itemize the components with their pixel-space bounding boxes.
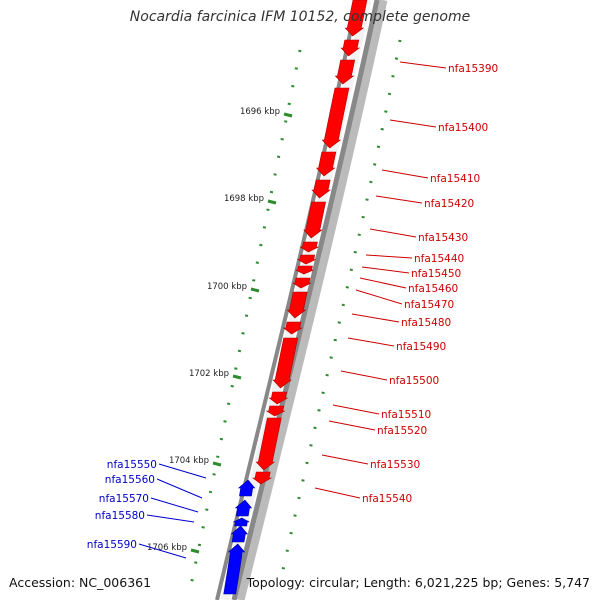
accession-label: Accession: NC_006361 [9, 575, 152, 590]
forward-gene-leader [389, 119, 437, 128]
forward-gene-label[interactable]: nfa15540 [362, 493, 412, 505]
kbp-tick-label: 1706 kbp [147, 543, 187, 553]
forward-gene-arrow[interactable] [255, 417, 282, 471]
forward-gene-leader [328, 420, 376, 431]
kbp-tick-mark [232, 374, 242, 380]
forward-gene-label[interactable]: nfa15460 [408, 283, 458, 295]
forward-gene-label[interactable]: nfa15480 [401, 317, 451, 329]
kbp-tick-label: 1696 kbp [240, 107, 280, 117]
forward-gene-arrow[interactable] [303, 201, 326, 239]
reverse-gene-leader [138, 543, 187, 559]
kbp-tick-label: 1704 kbp [169, 456, 209, 466]
forward-gene-label[interactable]: nfa15520 [377, 425, 427, 437]
reverse-gene-arrow[interactable] [223, 543, 246, 595]
genome-title: Nocardia farcinica IFM 10152, complete g… [129, 9, 471, 25]
forward-gene-label[interactable]: nfa15420 [424, 198, 474, 210]
forward-gene-arrow[interactable] [321, 87, 350, 149]
forward-gene-label[interactable]: nfa15450 [411, 268, 461, 280]
forward-gene-label[interactable]: nfa15530 [370, 459, 420, 471]
forward-gene-label[interactable]: nfa15400 [438, 122, 488, 134]
forward-gene-label[interactable]: nfa15410 [430, 173, 480, 185]
reverse-gene-leader [146, 514, 195, 523]
forward-gene-arrow[interactable] [315, 151, 337, 177]
left-tick-track [188, 49, 302, 591]
forward-gene-arrow[interactable] [282, 321, 303, 335]
forward-gene-track [252, 0, 368, 485]
reverse-gene-label[interactable]: nfa15550 [107, 459, 157, 471]
forward-gene-arrow[interactable] [268, 391, 289, 405]
forward-gene-arrow[interactable] [295, 265, 314, 275]
backbone-shadow [235, 0, 388, 600]
reverse-gene-label[interactable]: nfa15580 [95, 510, 145, 522]
forward-gene-arrow[interactable] [265, 405, 285, 417]
reverse-gene-arrow[interactable] [237, 479, 256, 497]
reverse-gene-leader [158, 463, 207, 479]
forward-gene-leader [314, 487, 361, 499]
kbp-tick-mark [267, 199, 277, 205]
reverse-gene-leader [156, 478, 203, 499]
reverse-gene-label[interactable]: nfa15570 [99, 493, 149, 505]
forward-gene-label[interactable]: nfa15470 [404, 299, 454, 311]
forward-gene-label[interactable]: nfa15510 [381, 409, 431, 421]
forward-gene-leader [355, 289, 403, 305]
forward-gene-arrow[interactable] [334, 59, 356, 85]
forward-gene-leader [332, 404, 380, 415]
forward-gene-arrow[interactable] [291, 277, 312, 289]
forward-gene-arrow[interactable] [344, 0, 368, 37]
kbp-tick-mark [250, 287, 260, 293]
forward-gene-arrow[interactable] [311, 179, 331, 199]
forward-gene-leader [347, 337, 395, 347]
reverse-gene-arrow[interactable] [230, 525, 249, 543]
reverse-gene-leader [150, 497, 199, 513]
reverse-gene-label[interactable]: nfa15590 [87, 539, 137, 551]
forward-gene-arrow[interactable] [299, 241, 319, 253]
kbp-tick-label: 1700 kbp [207, 282, 247, 292]
forward-gene-leader [365, 254, 413, 259]
forward-gene-label[interactable]: nfa15490 [396, 341, 446, 353]
kbp-ticks: 1696 kbp 1698 kbp 1700 kbp 1702 kbp 1704 kbp… [147, 107, 293, 554]
forward-gene-leader [321, 454, 369, 465]
kbp-tick-label: 1698 kbp [224, 194, 264, 204]
kbp-tick-mark [212, 461, 222, 467]
backbone-outer [231, 0, 380, 600]
forward-gene-label[interactable]: nfa15430 [418, 232, 468, 244]
reverse-gene-labels: nfa15550 nfa15560 nfa15570 nfa15580 nfa15590 [87, 459, 207, 559]
forward-gene-arrow[interactable] [340, 39, 361, 57]
forward-gene-label[interactable]: nfa15440 [414, 253, 464, 265]
reverse-gene-track [223, 479, 256, 595]
forward-gene-arrow[interactable] [286, 291, 308, 319]
forward-gene-arrow[interactable] [272, 337, 299, 389]
forward-gene-arrow[interactable] [296, 254, 316, 265]
kbp-tick-mark [190, 548, 200, 554]
forward-gene-leader [369, 228, 417, 238]
reverse-gene-label[interactable]: nfa15560 [105, 474, 155, 486]
forward-gene-labels: nfa15390 nfa15400 nfa15410 nfa15420 nfa15430… [314, 61, 498, 505]
forward-gene-leader [375, 195, 423, 204]
forward-gene-leader [399, 61, 447, 69]
forward-gene-label[interactable]: nfa15500 [389, 375, 439, 387]
forward-gene-leader [351, 313, 400, 323]
reverse-gene-arrow[interactable] [234, 499, 253, 517]
genome-summary: Topology: circular; Length: 6,021,225 bp… [246, 575, 590, 590]
forward-gene-leader [361, 266, 410, 274]
forward-gene-label[interactable]: nfa15390 [448, 63, 498, 75]
right-tick-track [281, 39, 402, 571]
forward-gene-leader [359, 277, 407, 289]
forward-gene-leader [340, 370, 388, 381]
kbp-tick-label: 1702 kbp [189, 369, 229, 379]
kbp-tick-mark [283, 112, 293, 118]
forward-gene-leader [381, 169, 429, 179]
forward-gene-arrow[interactable] [252, 471, 273, 485]
